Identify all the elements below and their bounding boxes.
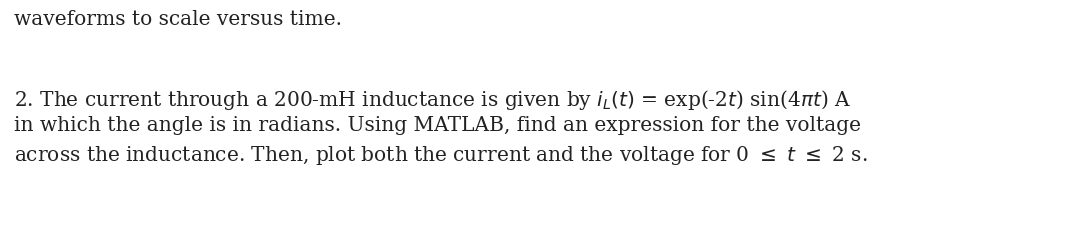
Text: waveforms to scale versus time.: waveforms to scale versus time. — [14, 10, 342, 29]
Text: across the inductance. Then, plot both the current and the voltage for 0 $\leq$ : across the inductance. Then, plot both t… — [14, 144, 868, 167]
Text: 2. The current through a 200-mH inductance is given by $i_L(t)$ = exp(-2$t$) sin: 2. The current through a 200-mH inductan… — [14, 88, 851, 112]
Text: in which the angle is in radians. Using MATLAB, find an expression for the volta: in which the angle is in radians. Using … — [14, 116, 861, 135]
